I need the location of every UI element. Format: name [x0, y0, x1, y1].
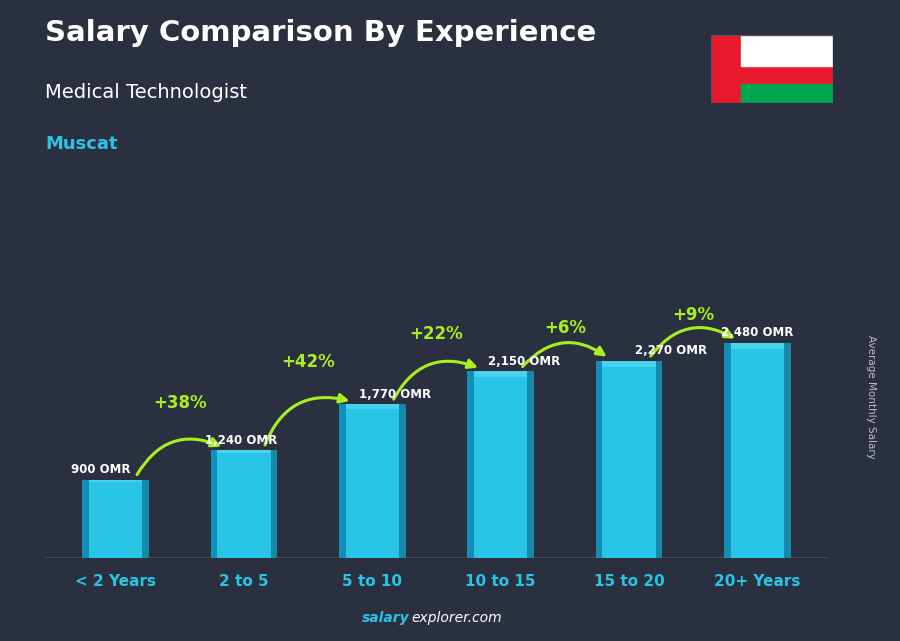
- Bar: [742, 35, 832, 65]
- Text: Muscat: Muscat: [45, 135, 118, 153]
- Text: 900 OMR: 900 OMR: [71, 463, 130, 476]
- Bar: [724, 343, 791, 558]
- Bar: [82, 479, 89, 558]
- Bar: [142, 479, 149, 558]
- Bar: [724, 343, 731, 558]
- Text: +6%: +6%: [544, 319, 586, 337]
- Text: +22%: +22%: [410, 324, 464, 343]
- Bar: [82, 479, 149, 558]
- Bar: [596, 361, 662, 558]
- Bar: [211, 450, 217, 558]
- Bar: [731, 343, 784, 349]
- Bar: [339, 404, 346, 558]
- Bar: [527, 371, 534, 558]
- Bar: [656, 361, 662, 558]
- Bar: [474, 371, 527, 377]
- Bar: [742, 84, 832, 103]
- Bar: [467, 371, 474, 558]
- Text: salary: salary: [362, 611, 410, 625]
- Bar: [211, 450, 277, 558]
- Text: 2,480 OMR: 2,480 OMR: [721, 326, 794, 339]
- Text: 1,240 OMR: 1,240 OMR: [205, 434, 278, 447]
- Bar: [346, 404, 399, 409]
- Bar: [339, 404, 406, 558]
- Text: +9%: +9%: [672, 306, 715, 324]
- Bar: [596, 361, 602, 558]
- Text: explorer.com: explorer.com: [411, 611, 502, 625]
- Text: +38%: +38%: [153, 394, 207, 412]
- Text: +42%: +42%: [282, 353, 335, 370]
- Bar: [399, 404, 406, 558]
- Text: Salary Comparison By Experience: Salary Comparison By Experience: [45, 19, 596, 47]
- Bar: [467, 371, 534, 558]
- Bar: [271, 450, 277, 558]
- Bar: [784, 343, 791, 558]
- Text: Medical Technologist: Medical Technologist: [45, 83, 247, 103]
- Bar: [602, 361, 656, 367]
- Text: 2,270 OMR: 2,270 OMR: [635, 344, 707, 358]
- Bar: [217, 450, 271, 453]
- Text: Average Monthly Salary: Average Monthly Salary: [866, 335, 877, 460]
- Text: 1,770 OMR: 1,770 OMR: [359, 388, 432, 401]
- Bar: [89, 479, 142, 482]
- Text: 2,150 OMR: 2,150 OMR: [488, 354, 560, 368]
